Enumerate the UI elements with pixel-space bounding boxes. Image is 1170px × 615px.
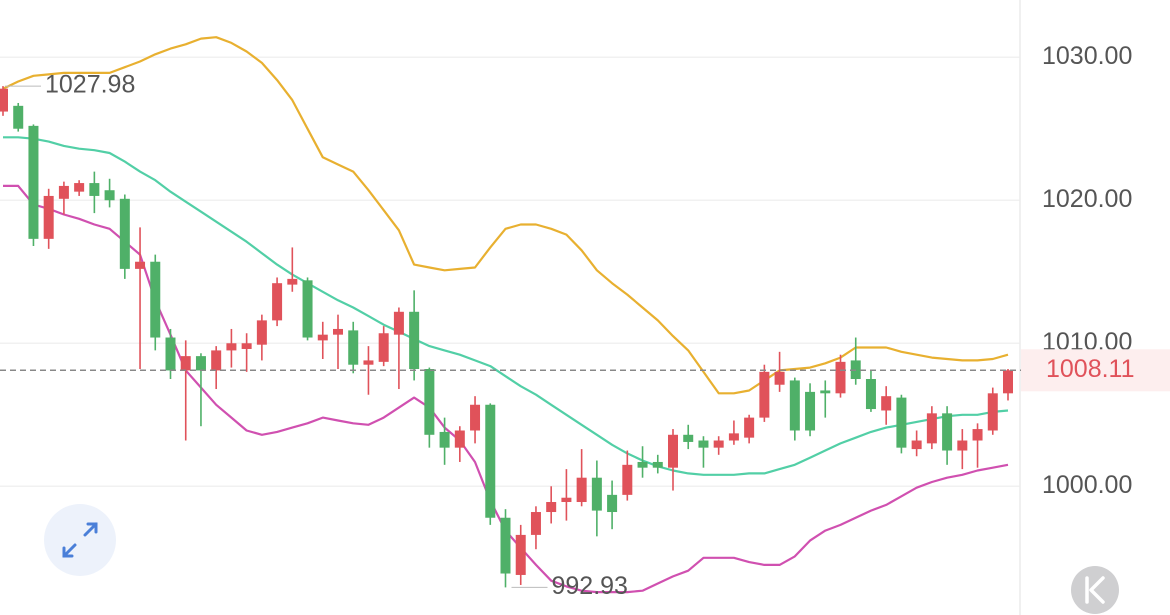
back-button[interactable] <box>1071 566 1119 614</box>
y-tick-label: 1020.00 <box>1042 185 1132 213</box>
candle-body <box>272 283 283 321</box>
candle-body <box>942 413 953 451</box>
candle-body <box>881 396 892 411</box>
candle-body <box>546 502 557 513</box>
candle-body <box>820 390 831 394</box>
candle-body <box>439 431 450 448</box>
plot-area: 1027.98 992.93 <box>0 36 1013 600</box>
candle-body <box>393 311 404 335</box>
candle-body <box>0 88 8 112</box>
candle-body <box>485 404 496 518</box>
candle-body <box>165 337 176 371</box>
candle-body <box>363 360 374 365</box>
candle-body <box>926 413 937 444</box>
candle-body <box>607 494 618 513</box>
candle-body <box>530 512 541 535</box>
candle-body <box>835 361 846 394</box>
candle-body <box>972 429 983 441</box>
candle-body <box>789 380 800 431</box>
candle-body <box>317 334 328 341</box>
candle-body <box>698 440 709 448</box>
candle-body <box>774 371 785 385</box>
candle-body <box>256 320 267 345</box>
candle-body <box>454 430 465 448</box>
candle-body <box>226 343 237 351</box>
candle-body <box>515 534 526 575</box>
candle-body <box>211 350 222 371</box>
candle-body <box>150 261 161 338</box>
last-price-label: 1008.11 <box>1046 355 1135 383</box>
candle-body <box>333 328 343 335</box>
candle-body <box>58 185 69 199</box>
arrow <box>62 543 77 558</box>
candle-body <box>668 434 678 468</box>
candle-body <box>637 461 648 468</box>
expand-button[interactable] <box>44 504 116 576</box>
candle-body <box>561 497 572 503</box>
middle-band <box>3 136 1009 476</box>
expand-icon <box>62 522 98 558</box>
candle-body <box>896 397 907 448</box>
candle-body <box>470 404 481 431</box>
candle-body <box>865 379 876 410</box>
candle-body <box>576 477 587 503</box>
candle-body <box>1003 370 1013 394</box>
candle-body <box>759 371 770 418</box>
candle-body <box>713 440 724 448</box>
candle-body <box>500 517 511 574</box>
candle-body <box>409 311 420 369</box>
candle-body <box>744 417 755 438</box>
candle-body <box>74 183 85 192</box>
high-label: 1027.98 <box>45 71 135 99</box>
last-price-bg <box>1021 349 1170 392</box>
candle-body <box>104 190 115 201</box>
candle-body <box>13 105 24 129</box>
candle-body <box>652 461 663 468</box>
candle-body <box>957 440 968 451</box>
low-label: 992.93 <box>552 572 628 600</box>
y-tick-label: 1000.00 <box>1042 471 1132 499</box>
candle-body <box>195 356 206 371</box>
candle-body <box>591 477 602 511</box>
candle-body <box>302 280 313 338</box>
candle-body <box>805 391 816 431</box>
back-button-bg[interactable] <box>1071 566 1119 614</box>
arrow <box>83 522 98 537</box>
candle-body <box>728 433 739 441</box>
candle-body <box>987 393 998 431</box>
candle-body <box>241 343 252 349</box>
candle-body <box>424 369 435 435</box>
candle-body <box>89 183 100 196</box>
candle-body <box>28 125 39 239</box>
candle-body <box>287 278 298 285</box>
candle-body <box>135 261 146 269</box>
expand-button-bg[interactable] <box>44 504 116 576</box>
candle-body <box>119 198 130 269</box>
candle-body <box>348 330 359 365</box>
candle-body <box>180 356 191 371</box>
candle-body <box>378 333 389 362</box>
candle-body <box>43 195 54 239</box>
candle-body <box>683 434 694 442</box>
candle-body <box>622 464 633 495</box>
y-tick-label: 1030.00 <box>1042 42 1132 70</box>
back-icon <box>1085 576 1105 604</box>
candle-body <box>911 440 922 450</box>
